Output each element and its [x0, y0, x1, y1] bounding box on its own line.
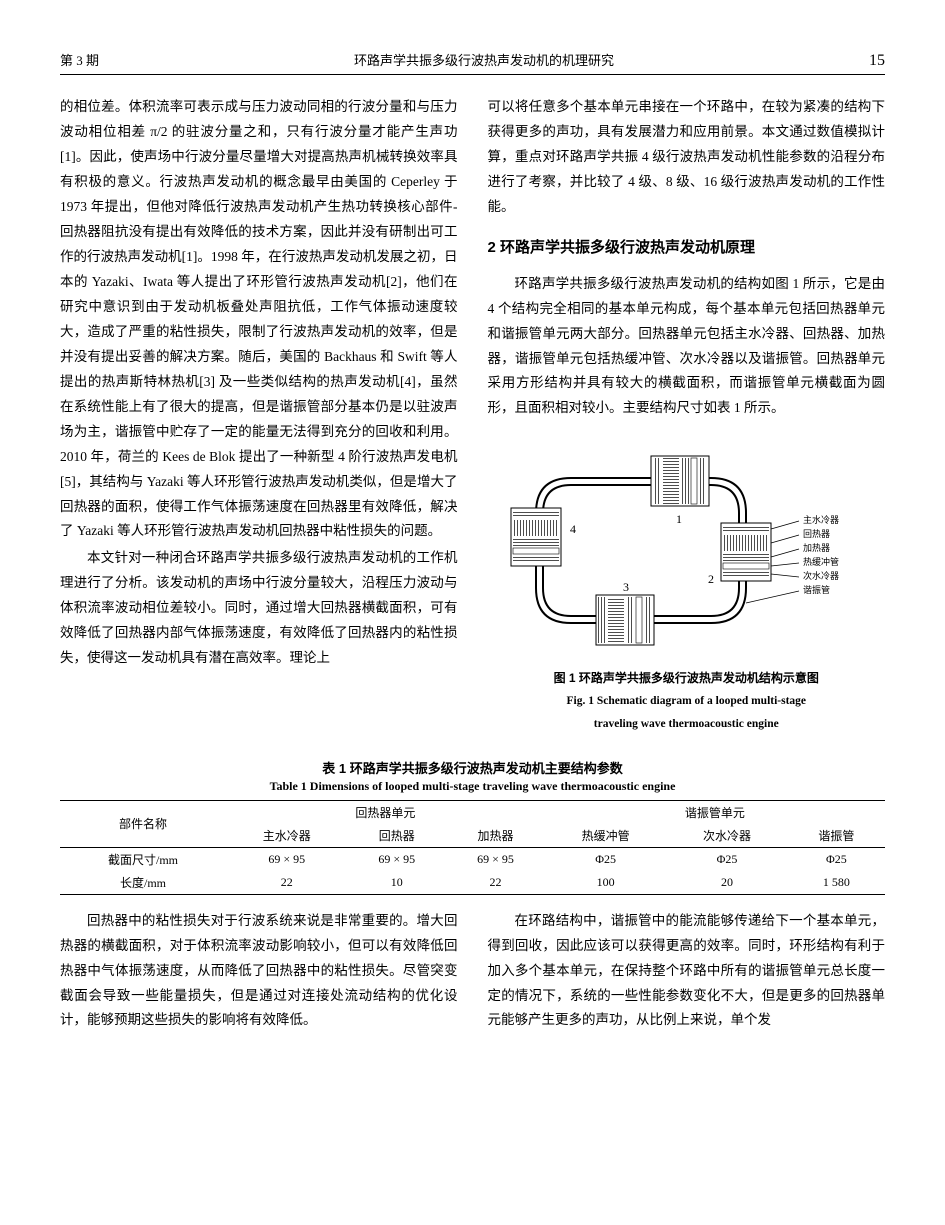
table-1-title-cn: 表 1 环路声学共振多级行波热声发动机主要结构参数 — [60, 758, 885, 777]
table-r0c4: Φ25 — [666, 847, 787, 871]
table-1-title-en: Table 1 Dimensions of looped multi-stage… — [60, 779, 885, 794]
section-2-title: 2 环路声学共振多级行波热声发动机原理 — [488, 234, 886, 262]
table-1: 部件名称 回热器单元 谐振管单元 主水冷器 回热器 加热器 热缓冲管 次水冷器 … — [60, 800, 885, 895]
table-r1c0: 22 — [226, 871, 347, 895]
table-sub-4: 次水冷器 — [666, 824, 787, 848]
legend-item-0: 主水冷器 — [803, 514, 839, 525]
table-group-0: 回热器单元 — [226, 800, 545, 824]
table-r1c1: 10 — [347, 871, 446, 895]
table-r1c2: 22 — [446, 871, 545, 895]
table-rowname-0: 截面尺寸/mm — [60, 847, 226, 871]
table-sub-5: 谐振管 — [788, 824, 885, 848]
legend-item-3: 热缓冲管 — [803, 556, 839, 567]
figure-1: 1 2 — [488, 433, 886, 731]
left-para-2: 本文针对一种闭合环路声学共振多级行波热声发动机的工作机理进行了分析。该发动机的声… — [60, 546, 458, 671]
bottom-right-para: 在环路结构中，谐振管中的能流能够传递给下一个基本单元，得到回收，因此应该可以获得… — [488, 909, 886, 1034]
table-r1c3: 100 — [545, 871, 666, 895]
svg-text:2: 2 — [708, 572, 714, 586]
table-r0c1: 69 × 95 — [347, 847, 446, 871]
bottom-right-column: 在环路结构中，谐振管中的能流能够传递给下一个基本单元，得到回收，因此应该可以获得… — [488, 909, 886, 1036]
svg-text:4: 4 — [570, 522, 576, 536]
legend-item-4: 次水冷器 — [803, 570, 839, 581]
table-r0c3: Φ25 — [545, 847, 666, 871]
table-group-1: 谐振管单元 — [545, 800, 885, 824]
figure-1-caption-en-1: Fig. 1 Schematic diagram of a looped mul… — [488, 693, 886, 709]
table-r1c5: 1 580 — [788, 871, 885, 895]
table-r0c5: Φ25 — [788, 847, 885, 871]
issue-number: 第 3 期 — [60, 50, 99, 69]
svg-text:3: 3 — [623, 580, 629, 594]
bottom-left-column: 回热器中的粘性损失对于行波系统来说是非常重要的。增大回热器的横截面积，对于体积流… — [60, 909, 458, 1036]
legend-item-5: 谐振管 — [803, 584, 830, 595]
table-1-block: 表 1 环路声学共振多级行波热声发动机主要结构参数 Table 1 Dimens… — [60, 758, 885, 895]
right-column: 可以将任意多个基本单元串接在一个环路中，在较为紧凑的结构下获得更多的声功，具有发… — [488, 95, 886, 740]
main-columns: 的相位差。体积流率可表示成与压力波动同相的行波分量和与压力波动相位相差 π/2 … — [60, 95, 885, 740]
figure-1-caption-cn: 图 1 环路声学共振多级行波热声发动机结构示意图 — [488, 669, 886, 687]
running-title: 环路声学共振多级行波热声发动机的机理研究 — [99, 50, 869, 69]
left-para-1: 的相位差。体积流率可表示成与压力波动同相的行波分量和与压力波动相位相差 π/2 … — [60, 95, 458, 544]
section-2-para: 环路声学共振多级行波热声发动机的结构如图 1 所示，它是由 4 个结构完全相同的… — [488, 272, 886, 422]
legend-item-1: 回热器 — [803, 528, 830, 539]
running-header: 第 3 期 环路声学共振多级行波热声发动机的机理研究 15 — [60, 50, 885, 75]
unit-1: 1 — [651, 456, 709, 526]
table-sub-3: 热缓冲管 — [545, 824, 666, 848]
table-rowhead-label: 部件名称 — [60, 800, 226, 847]
figure-1-caption-en-2: traveling wave thermoacoustic engine — [488, 716, 886, 732]
table-r0c0: 69 × 95 — [226, 847, 347, 871]
svg-text:1: 1 — [676, 512, 682, 526]
figure-1-svg: 1 2 — [501, 433, 871, 663]
table-sub-2: 加热器 — [446, 824, 545, 848]
table-r1c4: 20 — [666, 871, 787, 895]
table-sub-1: 回热器 — [347, 824, 446, 848]
table-r0c2: 69 × 95 — [446, 847, 545, 871]
bottom-columns: 回热器中的粘性损失对于行波系统来说是非常重要的。增大回热器的横截面积，对于体积流… — [60, 909, 885, 1036]
unit-2: 2 — [708, 523, 771, 586]
unit-4: 4 — [511, 508, 576, 566]
legend-item-2: 加热器 — [803, 542, 830, 553]
unit-3: 3 — [596, 580, 654, 645]
page-number: 15 — [869, 52, 885, 70]
table-rowname-1: 长度/mm — [60, 871, 226, 895]
bottom-left-para: 回热器中的粘性损失对于行波系统来说是非常重要的。增大回热器的横截面积，对于体积流… — [60, 909, 458, 1034]
right-top-para: 可以将任意多个基本单元串接在一个环路中，在较为紧凑的结构下获得更多的声功，具有发… — [488, 95, 886, 220]
left-column: 的相位差。体积流率可表示成与压力波动同相的行波分量和与压力波动相位相差 π/2 … — [60, 95, 458, 740]
table-sub-0: 主水冷器 — [226, 824, 347, 848]
